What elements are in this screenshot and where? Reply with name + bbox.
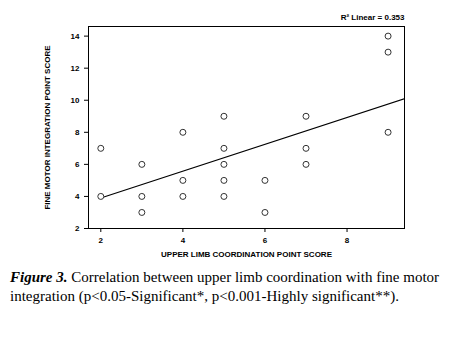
- svg-text:6: 6: [75, 160, 80, 169]
- html-text:Figure 3. Correlation between: Figure 3. Correlation between upper limb…: [10, 269, 440, 304]
- svg-text:8: 8: [345, 236, 350, 245]
- svg-text:6: 6: [263, 236, 268, 245]
- svg-text:4: 4: [75, 192, 80, 201]
- svg-text:12: 12: [71, 64, 80, 73]
- svg-text:14: 14: [71, 32, 80, 41]
- svg-text:2: 2: [99, 236, 104, 245]
- svg-text:FINE MOTOR INTEGRATION POINT S: FINE MOTOR INTEGRATION POINT SCORE: [43, 45, 52, 210]
- svg-text:8: 8: [75, 128, 80, 137]
- svg-text:4: 4: [181, 236, 186, 245]
- svg-text:R² Linear = 0.353: R² Linear = 0.353: [341, 13, 405, 22]
- svg-text:10: 10: [71, 96, 80, 105]
- svg-text:2: 2: [75, 224, 80, 233]
- svg-text:UPPER LIMB COORDINATION POINT: UPPER LIMB COORDINATION POINT SCORE: [161, 250, 333, 259]
